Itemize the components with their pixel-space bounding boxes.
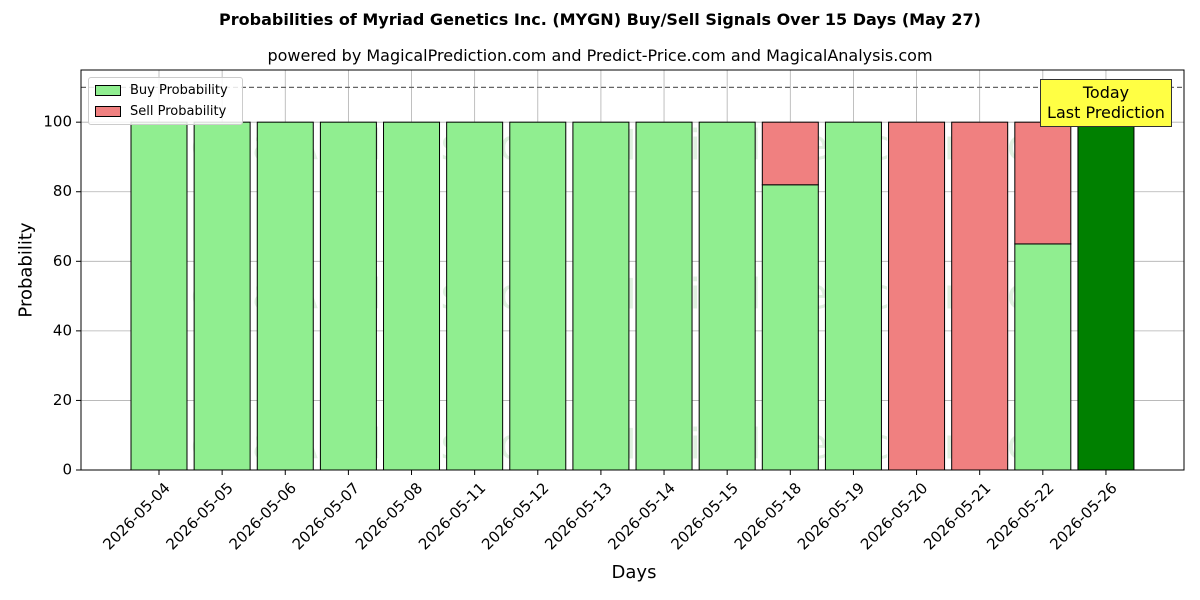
y-tick-label: 60 bbox=[53, 252, 72, 270]
legend-item-buy: Buy Probability bbox=[95, 81, 228, 99]
chart-subtitle: powered by MagicalPrediction.com and Pre… bbox=[267, 46, 933, 65]
buy-bar bbox=[509, 121, 567, 471]
legend-swatch-sell bbox=[95, 105, 121, 117]
x-tick-label: 2026-05-15 bbox=[668, 479, 742, 553]
buy-bar bbox=[130, 121, 188, 471]
x-tick-label: 2026-05-20 bbox=[857, 479, 931, 553]
y-tick-label: 40 bbox=[53, 321, 72, 339]
x-tick-label: 2026-05-21 bbox=[920, 479, 994, 553]
x-tick-label: 2026-05-26 bbox=[1046, 479, 1120, 553]
buy-bar bbox=[635, 121, 693, 471]
chart-title: Probabilities of Myriad Genetics Inc. (M… bbox=[219, 10, 981, 29]
x-axis-label: Days bbox=[611, 562, 657, 583]
legend-item-sell: Sell Probability bbox=[95, 102, 226, 120]
sell-bar bbox=[951, 121, 1009, 471]
buy-bar bbox=[1014, 243, 1072, 471]
legend-label-buy: Buy Probability bbox=[130, 82, 228, 98]
buy-bar bbox=[1077, 121, 1135, 471]
x-tick-label: 2026-05-13 bbox=[541, 479, 615, 553]
buy-bar bbox=[572, 121, 630, 471]
today-label: Today bbox=[1082, 83, 1130, 102]
x-tick-label: 2026-05-12 bbox=[478, 479, 552, 553]
buy-bar bbox=[446, 121, 504, 471]
buy-bar bbox=[319, 121, 377, 471]
x-tick-label: 2026-05-11 bbox=[415, 479, 489, 553]
x-tick-label: 2026-05-08 bbox=[352, 479, 426, 553]
y-tick-label: 100 bbox=[43, 113, 72, 131]
y-axis-label: Probability bbox=[15, 222, 37, 318]
x-tick-label: 2026-05-19 bbox=[794, 479, 868, 553]
buy-bar bbox=[761, 184, 819, 471]
plot-frame bbox=[80, 69, 1185, 471]
buy-bar bbox=[383, 121, 441, 471]
x-tick-label: 2026-05-18 bbox=[731, 479, 805, 553]
legend-swatch-buy bbox=[95, 84, 121, 96]
y-tick-label: 0 bbox=[62, 461, 72, 479]
x-tick-label: 2026-05-22 bbox=[983, 479, 1057, 553]
y-tick-label: 80 bbox=[53, 182, 72, 200]
x-tick-label: 2026-05-04 bbox=[99, 479, 173, 553]
sell-bar bbox=[888, 121, 946, 471]
x-tick-label: 2026-05-07 bbox=[289, 479, 363, 553]
buy-bar bbox=[256, 121, 314, 471]
today-annotation: Today Last Prediction bbox=[1040, 79, 1172, 127]
x-tick-label: 2026-05-14 bbox=[604, 479, 678, 553]
buy-bar bbox=[824, 121, 882, 471]
last-prediction-label: Last Prediction bbox=[1047, 103, 1165, 122]
y-tick-label: 20 bbox=[53, 391, 72, 409]
x-tick-label: 2026-05-05 bbox=[163, 479, 237, 553]
legend: Buy Probability Sell Probability bbox=[88, 77, 243, 125]
sell-bar bbox=[1014, 121, 1072, 245]
x-tick-label: 2026-05-06 bbox=[226, 479, 300, 553]
buy-bar bbox=[698, 121, 756, 471]
legend-label-sell: Sell Probability bbox=[130, 103, 227, 119]
sell-bar bbox=[761, 121, 819, 186]
buy-bar bbox=[193, 121, 251, 471]
